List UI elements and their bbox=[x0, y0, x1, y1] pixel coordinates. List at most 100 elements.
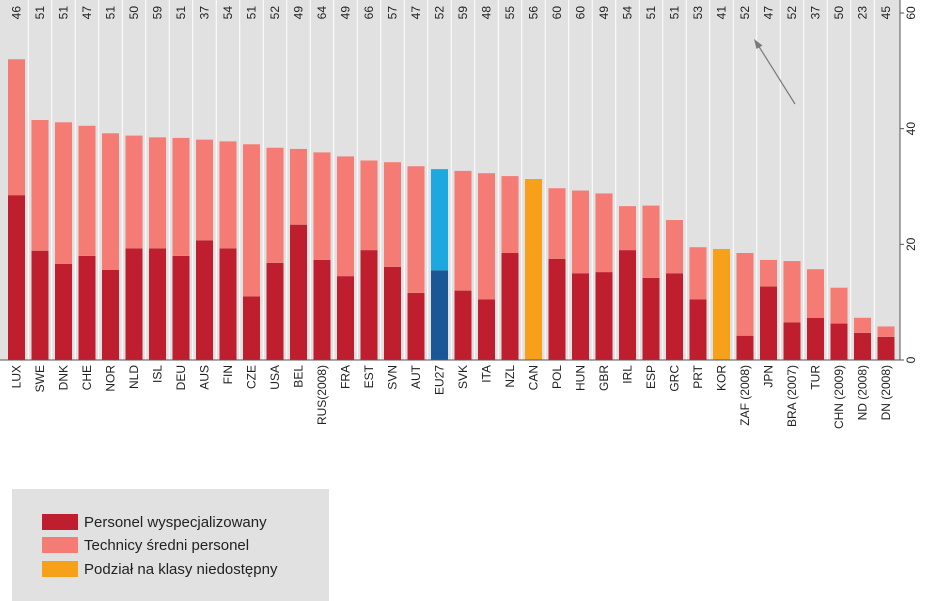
bar-specialized-svn bbox=[384, 266, 401, 360]
bar-specialized-pol bbox=[548, 258, 566, 360]
bar-technicians-bel bbox=[290, 148, 307, 225]
bar-technicians-fin bbox=[219, 141, 237, 249]
top-label-isl: 59 bbox=[151, 6, 165, 20]
x-tick-label-dn-2008: DN (2008) bbox=[879, 365, 893, 420]
bar-specialized-aus bbox=[196, 240, 213, 360]
x-tick-label-eu27: EU27 bbox=[433, 365, 447, 395]
top-label-nzl: 55 bbox=[503, 6, 517, 20]
y-tick-label-20: 20 bbox=[904, 237, 918, 251]
x-tick-label-fra: FRA bbox=[339, 365, 353, 389]
top-label-esp: 51 bbox=[644, 6, 658, 20]
legend-item-specialized: Personel wyspecjalizowany bbox=[42, 512, 267, 532]
bar-technicians-swe bbox=[31, 119, 49, 251]
legend-label-technicians: Technicy średni personel bbox=[84, 536, 250, 554]
top-label-nor: 51 bbox=[104, 6, 118, 20]
x-tick-label-cze: CZE bbox=[245, 365, 259, 389]
bar-specialized-che bbox=[78, 255, 96, 360]
bar-specialized-bel bbox=[290, 224, 307, 360]
bar-specialized-cze bbox=[243, 296, 260, 360]
top-label-grc: 51 bbox=[668, 6, 682, 20]
y-tick-label-40: 40 bbox=[904, 122, 918, 136]
bar-specialized-ita bbox=[478, 299, 495, 360]
bar-specialized-rus-2008 bbox=[313, 259, 331, 360]
top-label-aut: 47 bbox=[409, 6, 423, 20]
x-tick-label-kor: KOR bbox=[715, 365, 729, 391]
top-label-aus: 37 bbox=[198, 6, 212, 20]
top-label-svk: 59 bbox=[456, 6, 470, 20]
bar-technicians-prt bbox=[689, 247, 707, 300]
x-tick-label-ita: ITA bbox=[480, 365, 494, 383]
x-tick-label-lux: LUX bbox=[10, 365, 24, 388]
x-tick-label-swe: SWE bbox=[33, 365, 47, 392]
bar-specialized-chn-2009 bbox=[830, 323, 848, 360]
bar-specialized-bra-2007 bbox=[783, 322, 801, 360]
bar-technicians-chn-2009 bbox=[830, 287, 848, 324]
bar-separators bbox=[27, 0, 875, 360]
bar-specialized-nld bbox=[125, 248, 143, 360]
top-label-tur: 37 bbox=[809, 6, 823, 20]
bar-technicians-fra bbox=[337, 156, 354, 277]
bar-technicians-zaf-2008 bbox=[736, 253, 754, 336]
x-tick-label-jpn: JPN bbox=[762, 365, 776, 388]
top-label-gbr: 49 bbox=[597, 6, 611, 20]
bar-technicians-eu27 bbox=[431, 169, 448, 271]
bar-specialized-svk bbox=[454, 290, 472, 360]
x-tick-label-chn-2009: CHN (2009) bbox=[832, 365, 846, 429]
bar-technicians-lux bbox=[8, 59, 25, 196]
bar-specialized-nor bbox=[102, 269, 119, 360]
bar-no-breakdown-kor bbox=[713, 248, 730, 360]
bar-technicians-bra-2007 bbox=[783, 261, 801, 323]
top-label-bel: 49 bbox=[292, 6, 306, 20]
bar-technicians-esp bbox=[642, 205, 660, 278]
legend-swatch-technicians bbox=[42, 537, 78, 553]
top-label-hun: 60 bbox=[574, 6, 588, 20]
bar-specialized-lux bbox=[8, 195, 25, 360]
x-tick-label-irl: IRL bbox=[621, 365, 635, 384]
x-tick-label-rus-2008: RUS(2008) bbox=[315, 365, 329, 425]
bar-specialized-fin bbox=[219, 248, 237, 360]
top-label-cze: 51 bbox=[245, 6, 259, 20]
top-label-jpn: 47 bbox=[762, 6, 776, 20]
x-tick-label-bel: BEL bbox=[292, 365, 306, 388]
bars-group bbox=[8, 59, 895, 360]
bar-technicians-est bbox=[360, 160, 378, 251]
bar-specialized-swe bbox=[31, 250, 49, 360]
bar-technicians-svk bbox=[454, 170, 472, 291]
bar-specialized-tur bbox=[807, 317, 824, 360]
bar-specialized-jpn bbox=[760, 286, 777, 360]
bar-technicians-deu bbox=[172, 137, 190, 256]
top-label-eu27: 52 bbox=[433, 6, 447, 20]
bar-specialized-fra bbox=[337, 276, 354, 360]
bar-specialized-prt bbox=[689, 299, 707, 360]
top-label-svn: 57 bbox=[386, 6, 400, 20]
x-tick-labels-group: LUX SWE DNK CHE NOR NLD ISL DEU AUS FIN CZE USA BEL R… bbox=[10, 364, 894, 429]
annotation-arrow-line bbox=[757, 44, 796, 105]
x-tick-label-aus: AUS bbox=[198, 365, 212, 390]
top-label-zaf-2008: 52 bbox=[738, 6, 752, 20]
x-tick-label-nld: NLD bbox=[127, 365, 141, 389]
bar-specialized-deu bbox=[172, 255, 190, 360]
x-tick-label-nzl: NZL bbox=[503, 365, 517, 388]
top-label-fra: 49 bbox=[339, 6, 353, 20]
top-label-dnk: 51 bbox=[57, 6, 71, 20]
x-tick-label-can: CAN bbox=[527, 365, 541, 390]
bar-specialized-dn-2008 bbox=[877, 336, 895, 360]
top-label-ita: 48 bbox=[480, 6, 494, 20]
bar-technicians-isl bbox=[149, 137, 166, 249]
x-tick-label-fin: FIN bbox=[221, 365, 235, 384]
bar-technicians-nd-2008 bbox=[854, 317, 871, 333]
bar-specialized-aut bbox=[407, 292, 425, 360]
bar-technicians-grc bbox=[666, 220, 683, 274]
x-tick-label-nor: NOR bbox=[104, 365, 118, 392]
top-label-fin: 54 bbox=[221, 6, 235, 20]
x-tick-label-svn: SVN bbox=[386, 365, 400, 390]
bar-technicians-nld bbox=[125, 135, 143, 249]
bar-specialized-gbr bbox=[595, 272, 613, 360]
x-tick-label-dnk: DNK bbox=[57, 365, 71, 390]
bar-specialized-dnk bbox=[55, 263, 72, 360]
x-tick-label-prt: PRT bbox=[691, 364, 705, 388]
top-label-chn-2009: 50 bbox=[832, 6, 846, 20]
x-tick-label-usa: USA bbox=[268, 365, 282, 390]
top-label-can: 56 bbox=[527, 6, 541, 20]
